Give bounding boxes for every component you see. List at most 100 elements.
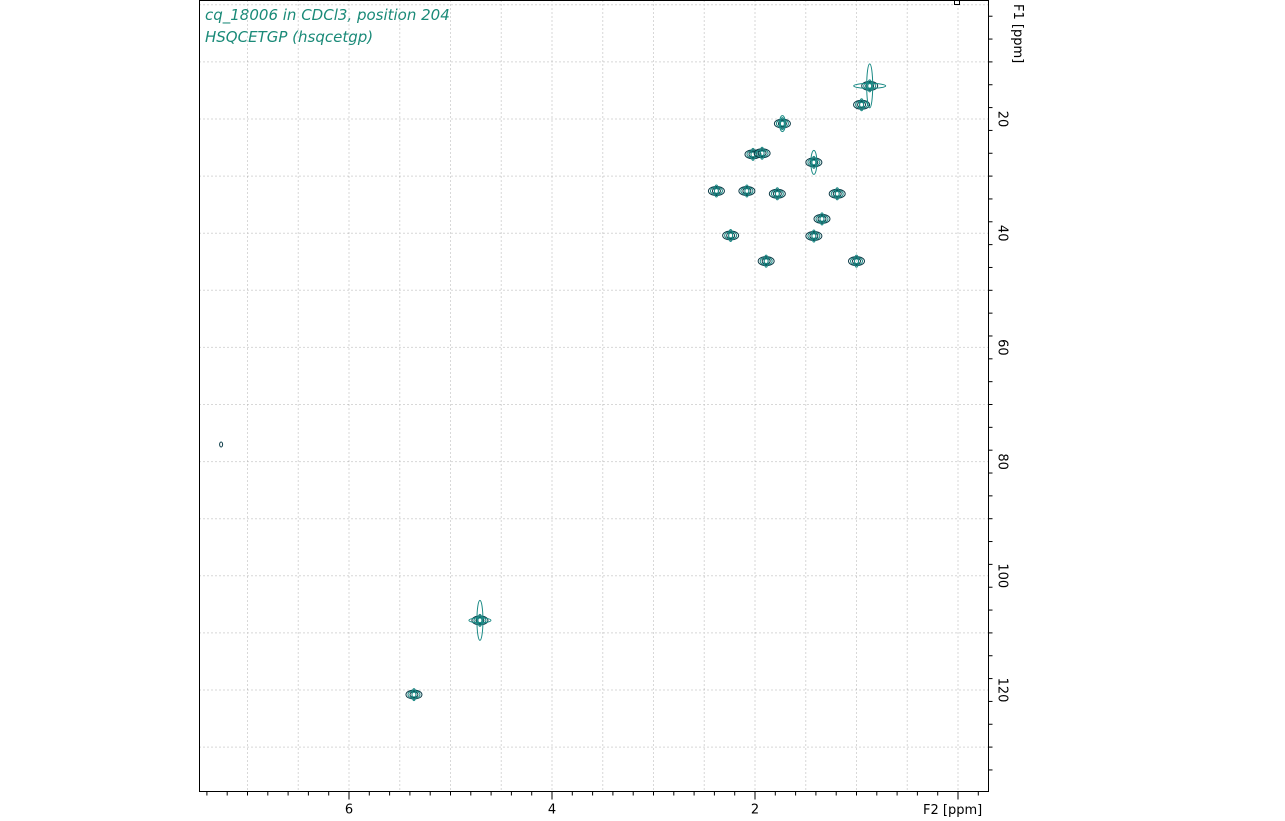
peak xyxy=(768,187,786,201)
peak-contour xyxy=(722,230,740,241)
peak-contour xyxy=(759,146,765,160)
chart-title: cq_18006 in CDCl3, position 204 xyxy=(205,6,450,24)
peak xyxy=(848,254,865,268)
peak-contour xyxy=(850,256,863,266)
peak-contour xyxy=(405,689,423,700)
peak xyxy=(805,229,823,243)
peak-contour xyxy=(830,189,844,199)
peak-contour xyxy=(853,99,871,110)
peak-contour xyxy=(740,186,754,196)
peak-contour xyxy=(867,83,873,89)
peak-contour xyxy=(848,256,865,267)
y-tick-label: 60 xyxy=(995,339,1010,356)
peak-contour xyxy=(779,117,785,131)
peak-contours xyxy=(219,63,887,702)
x-axis-label: F2 [ppm] xyxy=(923,803,982,818)
peak-contour xyxy=(867,79,873,93)
peak-contour xyxy=(742,187,752,195)
peak-contour xyxy=(811,155,817,169)
plot-frame xyxy=(199,0,989,792)
peak-contour xyxy=(748,150,758,158)
peak-contour xyxy=(852,257,861,265)
peak-contour xyxy=(775,119,789,128)
peak-contour xyxy=(709,186,723,196)
peak-contour-streak xyxy=(778,115,786,133)
peak xyxy=(744,147,762,161)
peak-contour xyxy=(763,254,769,268)
peak xyxy=(813,212,831,226)
peak-contour xyxy=(813,213,831,224)
y-tick-label: 20 xyxy=(995,111,1010,128)
peak xyxy=(471,613,489,627)
peak-contour xyxy=(724,231,738,240)
peak-contour xyxy=(219,441,224,448)
y-tick-label: 120 xyxy=(995,678,1010,703)
peak-contour xyxy=(817,215,827,223)
peak-contour xyxy=(779,120,785,127)
peak-contour xyxy=(477,613,483,627)
peak xyxy=(738,184,756,198)
x-axis-ticks: 6 4 2 xyxy=(206,791,979,818)
peak xyxy=(828,187,846,201)
peak-contour xyxy=(726,231,736,239)
y-tick-label: 80 xyxy=(995,453,1010,470)
peak-contour xyxy=(857,101,867,109)
peak-contour xyxy=(859,101,865,108)
peak-contour xyxy=(473,616,487,625)
peak-contour xyxy=(757,256,775,267)
peak-contour xyxy=(815,214,829,224)
peak xyxy=(757,254,775,268)
peak-contour xyxy=(711,187,721,195)
peak-contour xyxy=(744,184,750,198)
peak-contour-streak xyxy=(468,617,492,624)
peak-contour xyxy=(805,231,823,242)
peak-contour xyxy=(832,190,842,198)
peak-contour xyxy=(768,188,786,199)
peak-contour xyxy=(774,187,780,201)
y-tick-label: 100 xyxy=(995,563,1010,588)
peak-contour xyxy=(834,187,840,201)
peak-contour xyxy=(713,184,719,198)
peak-contour xyxy=(863,81,877,91)
peak-contour xyxy=(805,157,823,168)
y-tick-label: 40 xyxy=(995,225,1010,242)
peak-contour xyxy=(772,190,782,198)
peak-contour xyxy=(811,159,817,166)
corner-marker xyxy=(954,0,960,5)
peak-contour xyxy=(774,191,780,197)
peak-contour xyxy=(807,158,821,167)
peak-contour xyxy=(728,228,734,242)
peak-contour xyxy=(811,233,817,239)
peak-contour xyxy=(757,149,767,157)
peak-contour xyxy=(744,149,762,160)
peak-contour xyxy=(807,231,821,241)
peak-contour xyxy=(750,147,756,161)
peak-contour xyxy=(828,188,846,199)
peak-contour-streak xyxy=(476,599,484,641)
peak-contour xyxy=(407,690,421,699)
peak-contour xyxy=(753,148,771,159)
peak xyxy=(853,98,871,112)
peak-contour-streak xyxy=(810,149,818,175)
peak-contour xyxy=(409,691,419,699)
peak-contour xyxy=(707,185,725,196)
grid-lines xyxy=(199,0,989,792)
peak-contour xyxy=(854,254,859,268)
peak-contour xyxy=(738,185,756,196)
peak xyxy=(753,146,771,160)
peak-contour xyxy=(744,188,750,194)
peak-contour xyxy=(777,120,787,128)
peak xyxy=(722,228,740,242)
peak-contour xyxy=(819,216,825,222)
peak xyxy=(219,441,224,448)
peak-contour xyxy=(746,150,760,159)
peak-contour xyxy=(809,158,819,166)
peak xyxy=(405,688,423,702)
y-axis-label: F1 [ppm] xyxy=(1010,4,1025,63)
peak-contour xyxy=(861,80,879,91)
peak-contour xyxy=(759,256,773,266)
x-tick-label: 2 xyxy=(751,803,759,818)
peak-contour xyxy=(411,691,417,698)
peak-contour xyxy=(477,617,483,624)
